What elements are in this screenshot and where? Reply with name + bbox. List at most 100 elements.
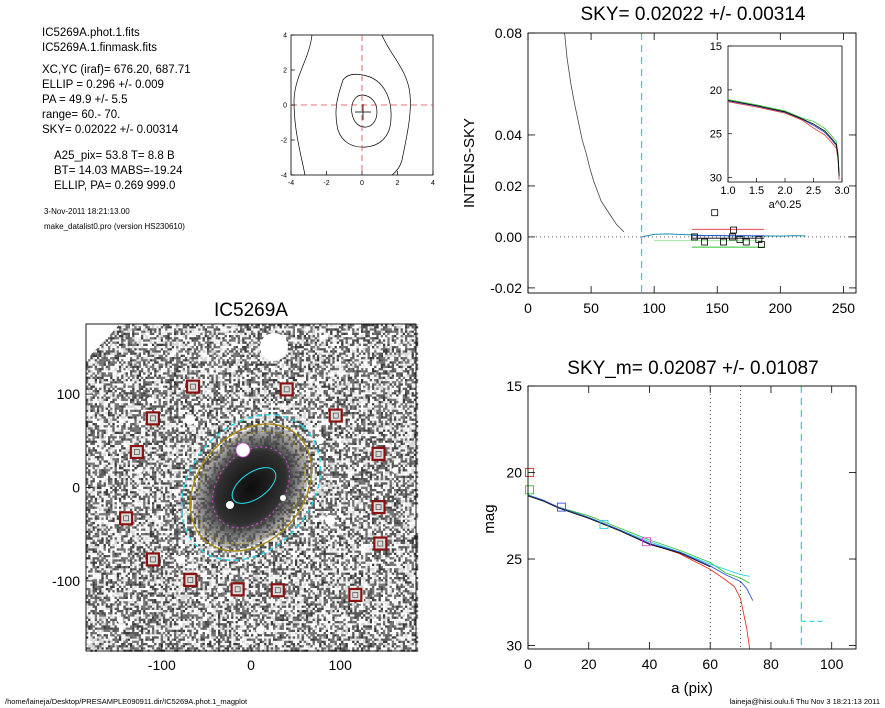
sky-boxes bbox=[119, 379, 388, 603]
image-ytick-label: 0 bbox=[72, 480, 80, 496]
mag-xtick-label: 100 bbox=[820, 656, 844, 672]
masked-source bbox=[217, 587, 223, 593]
info-maskname: IC5269A.1.finmask.fits bbox=[42, 42, 157, 54]
contour-middle bbox=[335, 73, 392, 148]
masked-source bbox=[392, 467, 398, 473]
galaxy-image-panel: IC5269A -100 0 100 100 0 -100 bbox=[52, 300, 419, 673]
masked-source bbox=[176, 556, 184, 564]
info-center: XC,YC (iraf)= 676.20, 687.71 bbox=[42, 64, 191, 76]
inset-frame bbox=[727, 45, 843, 183]
inset-ytick-label: 30 bbox=[710, 173, 722, 185]
mag-ytick-label: 25 bbox=[506, 551, 522, 567]
isophote-ellipse bbox=[189, 423, 313, 552]
mag-profile-blue bbox=[527, 494, 754, 601]
sky-box-marker bbox=[720, 238, 727, 246]
mag-ytick-label: 30 bbox=[506, 638, 522, 654]
mag-xtick-label: 0 bbox=[524, 656, 532, 672]
image-speckle bbox=[86, 324, 419, 652]
sky-box bbox=[279, 382, 294, 397]
sky-box bbox=[373, 536, 388, 551]
sky-box bbox=[371, 500, 386, 515]
sky-box bbox=[129, 444, 144, 460]
mag-marker-magenta bbox=[641, 537, 651, 547]
masked-source bbox=[325, 515, 335, 525]
a25-ellipse bbox=[212, 446, 290, 529]
inset-plot: 1.0 1.5 2.0 2.5 3.0 15 20 25 30 a^0.25 bbox=[710, 41, 850, 211]
inset-xtick-label: 2.5 bbox=[806, 185, 821, 197]
inset-ytick-label: 20 bbox=[710, 85, 722, 97]
sky-plot-frame bbox=[527, 32, 857, 294]
mag-plot-content bbox=[525, 386, 826, 650]
sky-plot: SKY= 0.02022 +/- 0.00314 INTENS-SKY 0 50 1… bbox=[461, 4, 857, 316]
sky-box bbox=[145, 411, 160, 426]
sky-box-inner bbox=[375, 451, 382, 457]
inset-content bbox=[727, 99, 840, 180]
sky-xtick-label: 100 bbox=[642, 300, 666, 316]
masked-source bbox=[280, 495, 286, 501]
sky-ytick-label: 0.00 bbox=[495, 229, 522, 245]
sky-plot-axes: 0 50 100 150 200 250 0.08 0.04 0.02 0.00 -0.02 bbox=[490, 25, 856, 316]
inset-xtick-label: 2.0 bbox=[777, 185, 792, 197]
contour-plot: -4 -2 0 2 4 4 2 0 -2 -4 bbox=[281, 33, 435, 188]
info-program: make_datalist0.pro (version HS230610) bbox=[44, 222, 185, 231]
image-speckle bbox=[86, 324, 419, 652]
inset-ytick-label: 25 bbox=[710, 129, 722, 141]
contour-ytick-label: -4 bbox=[281, 173, 287, 180]
image-corner-mask bbox=[86, 324, 120, 360]
contour-xtick-label: -4 bbox=[288, 180, 294, 187]
contour-ytick-label: 2 bbox=[283, 68, 287, 75]
mag-ytick-label: 15 bbox=[506, 378, 522, 394]
contour-outer-left bbox=[293, 34, 313, 176]
sky-ytick-label: 0.04 bbox=[495, 127, 522, 143]
inset-xtick-label: 1.5 bbox=[749, 185, 764, 197]
contour-ytick-label: 4 bbox=[283, 33, 287, 40]
info-bt: BT= 14.03 MABS=-19.24 bbox=[54, 165, 183, 177]
sky-box-inner bbox=[332, 412, 339, 419]
inset-axes: 1.0 1.5 2.0 2.5 3.0 15 20 25 30 bbox=[710, 41, 850, 197]
masked-source bbox=[297, 377, 303, 383]
sky-box bbox=[119, 511, 134, 526]
sky-box-marker bbox=[730, 226, 738, 234]
sky-box-inner bbox=[377, 540, 384, 547]
info-a25: A25_pix= 53.8 T= 8.8 B bbox=[54, 150, 175, 162]
contour-xtick-label: -2 bbox=[323, 180, 329, 187]
image-ytick-label: -100 bbox=[52, 573, 80, 589]
masked-source bbox=[256, 626, 264, 634]
mag-marker-cyan bbox=[599, 519, 609, 529]
masked-source bbox=[316, 436, 324, 444]
inset-xtick-label: 3.0 bbox=[834, 185, 849, 197]
contour-outer-right bbox=[381, 34, 411, 176]
contour-inner bbox=[351, 94, 378, 128]
sky-ytick-label: -0.02 bbox=[490, 280, 522, 296]
sky-box-marker bbox=[701, 238, 709, 246]
core-ellipse bbox=[231, 467, 277, 504]
info-range: range= 60.- 70. bbox=[42, 109, 120, 121]
image-xtick-label: 100 bbox=[329, 657, 353, 673]
masked-star-galaxy bbox=[235, 442, 251, 458]
sky-annulus-outer bbox=[180, 413, 322, 562]
sky-xtick-label: 50 bbox=[583, 300, 599, 316]
contour-ytick-label: -2 bbox=[281, 138, 287, 145]
image-axes: -100 0 100 100 0 -100 bbox=[52, 386, 352, 673]
mag-xtick-label: 80 bbox=[763, 656, 779, 672]
mag-xtick-label: 60 bbox=[702, 656, 718, 672]
mag-profile-red bbox=[527, 494, 751, 650]
inset-xtick-label: 1.0 bbox=[720, 185, 735, 197]
sky-box-inner bbox=[375, 504, 382, 510]
sky-plot-title: SKY= 0.02022 +/- 0.00314 bbox=[580, 4, 805, 25]
sky-box-marker bbox=[755, 236, 763, 243]
sky-box-inner bbox=[134, 449, 140, 455]
inset-profile-curve bbox=[727, 100, 840, 176]
galaxy-ellipses bbox=[180, 413, 322, 562]
info-date: 3-Nov-2011 18:21:13.00 bbox=[44, 207, 130, 216]
mag-marker-blue bbox=[556, 502, 566, 512]
mag-xtick-label: 40 bbox=[642, 656, 658, 672]
contour-xtick-label: 4 bbox=[431, 180, 435, 187]
mag-profile-black bbox=[527, 495, 711, 568]
info-ellip: ELLIP = 0.296 +/- 0.009 bbox=[42, 79, 164, 91]
mag-plot-title: SKY_m= 0.02087 +/- 0.01087 bbox=[567, 358, 818, 379]
sky-ytick-label: 0.02 bbox=[495, 178, 522, 194]
sky-box bbox=[145, 552, 160, 567]
sky-box-inner bbox=[190, 383, 196, 390]
sky-box-inner bbox=[123, 515, 129, 522]
